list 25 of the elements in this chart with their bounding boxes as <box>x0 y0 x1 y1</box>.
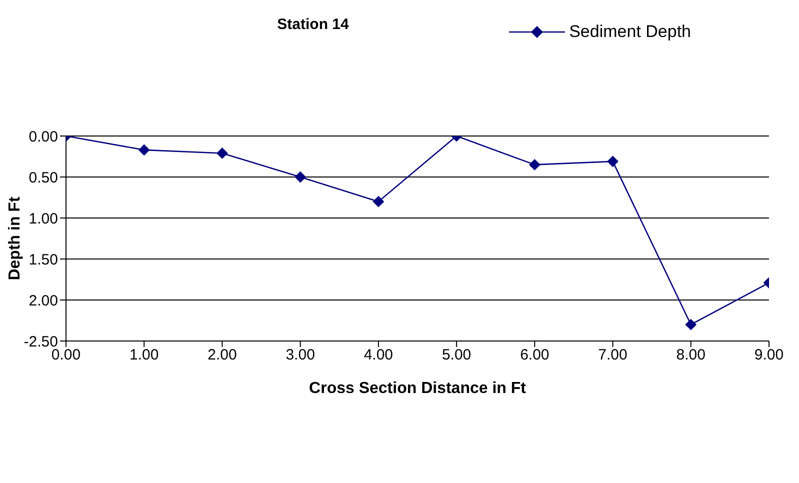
x-tick-label: 7.00 <box>598 346 628 364</box>
y-tick-label: 2.00 <box>28 292 58 310</box>
point <box>685 319 696 330</box>
x-tick-label: 4.00 <box>364 346 394 364</box>
point <box>294 172 306 182</box>
point <box>529 159 540 170</box>
chart-title: Station 14 <box>276 16 350 33</box>
x-tick-label: 6.00 <box>520 346 550 364</box>
y-tick-label: 0.50 <box>28 169 58 186</box>
x-tick-label: 1.00 <box>130 346 159 364</box>
x-tick-label: 2.00 <box>208 346 237 364</box>
x-tick-label: 9.00 <box>754 346 784 364</box>
x-axis-title: Cross Section Distance in Ft <box>309 380 527 397</box>
x-tick-label: 8.00 <box>676 346 706 364</box>
legend-label: Sediment Depth <box>569 22 691 42</box>
y-axis-title: Depth in Ft <box>6 196 24 280</box>
point <box>372 196 384 208</box>
point <box>216 148 228 159</box>
point <box>138 144 150 156</box>
y-tick-label: 1.50 <box>28 251 58 268</box>
x-tick-label: 5.00 <box>442 346 472 364</box>
point <box>607 156 618 167</box>
y-tick-label: 1.00 <box>28 210 58 228</box>
y-tick-label: 0.00 <box>28 128 58 146</box>
x-tick-label: 3.00 <box>286 346 315 364</box>
